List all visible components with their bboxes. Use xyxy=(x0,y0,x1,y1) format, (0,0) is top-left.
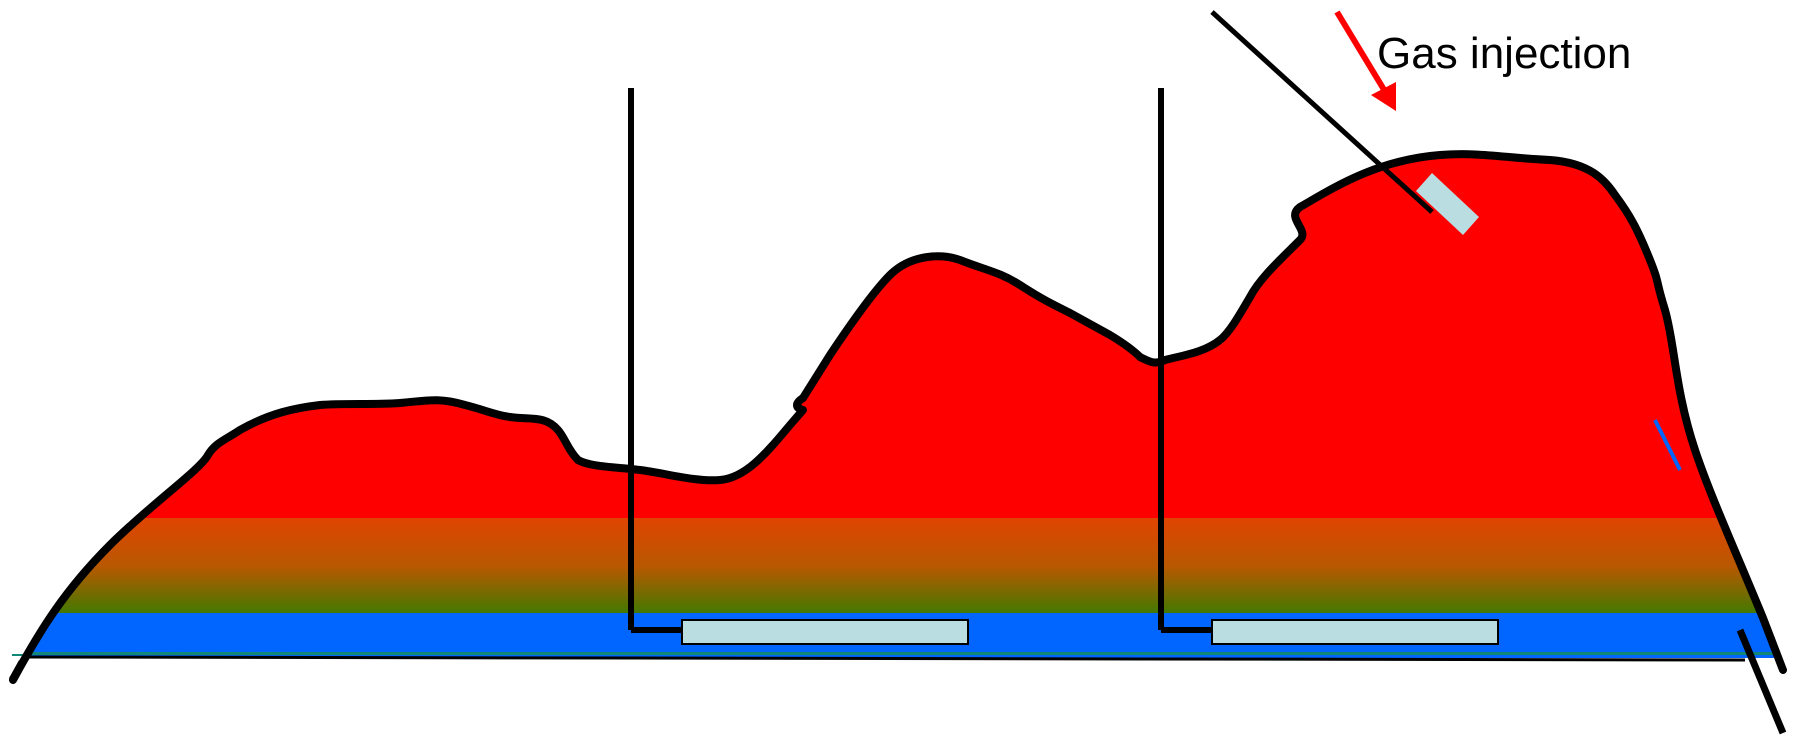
gas-injection-well xyxy=(1210,10,1479,235)
reservoir-base-line xyxy=(27,655,1746,662)
reservoir-top-outline xyxy=(9,150,1787,684)
gas-injection-arrow xyxy=(1334,10,1396,111)
well-2-completion-interval xyxy=(1211,619,1499,645)
gas-injection-arrow-head xyxy=(1371,82,1396,111)
gas-water-transition-zone xyxy=(13,518,1790,615)
injection-well-completion xyxy=(1416,173,1479,235)
left-flank-edge xyxy=(8,660,26,682)
gas-injection-arrow-shaft xyxy=(1334,10,1392,100)
production-well-2 xyxy=(1158,88,1499,645)
water-edge-right xyxy=(1653,419,1682,471)
well-1-completion-interval xyxy=(681,619,969,645)
gas-injection-label: Gas injection xyxy=(1377,29,1631,78)
aquifer-bottom-edge xyxy=(13,652,1790,655)
right-flank-edge xyxy=(1736,628,1787,735)
gas-zone xyxy=(13,154,1790,520)
injection-well-deviated-section xyxy=(1210,10,1434,214)
reservoir-body xyxy=(13,154,1790,658)
production-well-1 xyxy=(628,88,969,645)
